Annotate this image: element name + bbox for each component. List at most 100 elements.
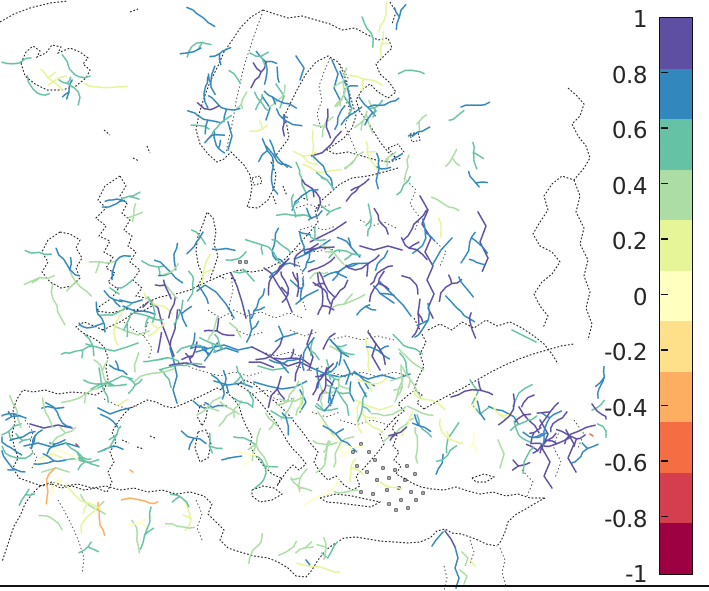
river-segment <box>250 61 267 89</box>
lake-outline <box>409 131 421 143</box>
river-segment <box>383 151 397 163</box>
river-segment <box>309 236 327 242</box>
river-segment <box>356 303 372 316</box>
river-segment <box>123 312 132 331</box>
river-segment <box>185 6 216 28</box>
island <box>393 468 397 472</box>
river-segment <box>350 466 364 476</box>
river-segment <box>249 51 270 58</box>
country-border <box>316 57 331 129</box>
river-segment <box>83 392 87 405</box>
river-segment <box>444 530 456 548</box>
river-segment <box>273 357 311 366</box>
river-segment <box>306 207 313 219</box>
river-segment <box>299 394 302 412</box>
river-segment <box>1 450 26 473</box>
coastline <box>103 129 111 136</box>
river-segment <box>344 444 366 449</box>
river-segment <box>114 398 129 407</box>
river-segment <box>340 106 363 126</box>
river-segment <box>55 247 81 277</box>
river-segment <box>334 105 346 130</box>
river-segment <box>470 236 489 254</box>
river-segment <box>450 388 494 398</box>
river-segment <box>367 331 381 371</box>
colorbar-tick-label: 1 <box>632 7 648 33</box>
river-segment <box>315 543 327 548</box>
river-segment <box>178 308 188 328</box>
river-segment <box>200 253 212 287</box>
river-segment <box>268 358 301 365</box>
coastline <box>197 167 399 287</box>
river-segment <box>113 325 150 336</box>
river-segment <box>50 426 77 446</box>
river-segment <box>65 484 102 510</box>
colorbar <box>659 17 693 575</box>
river-segment <box>397 348 425 371</box>
country-border <box>499 547 507 587</box>
coastline <box>41 231 83 289</box>
river-segment <box>153 284 166 287</box>
river-segment <box>391 153 403 161</box>
river-segment <box>253 454 267 490</box>
river-segment <box>323 250 336 255</box>
river-segment <box>539 419 553 489</box>
river-segment <box>227 121 233 151</box>
river-segment <box>412 388 446 411</box>
river-segment <box>326 541 339 559</box>
island <box>367 450 371 454</box>
river-segment <box>334 428 345 435</box>
river-segment <box>325 108 332 139</box>
river-segment <box>68 268 93 297</box>
river-segment <box>499 413 510 417</box>
river-segment <box>361 405 372 414</box>
river-segment <box>250 320 260 331</box>
river-segment <box>498 393 516 426</box>
river-segment <box>301 151 317 157</box>
river-segment <box>374 250 389 271</box>
river-segment <box>377 282 390 290</box>
river-segment <box>542 410 563 447</box>
river-segment <box>40 68 64 92</box>
river-segment <box>146 295 156 323</box>
coastline <box>413 317 427 391</box>
river-segment <box>291 200 300 208</box>
river-segment <box>221 370 227 390</box>
river-segment <box>162 263 180 276</box>
river-segment <box>294 239 331 260</box>
river-segment <box>113 310 123 346</box>
river-segment <box>103 290 123 303</box>
river-segment <box>24 249 53 256</box>
country-border <box>339 63 358 155</box>
river-segment <box>109 287 120 295</box>
axes-bottom-frame-line <box>0 585 709 587</box>
river-segment <box>497 439 505 469</box>
country-border <box>297 261 307 311</box>
river-segment <box>130 519 141 554</box>
river-segment <box>514 413 532 423</box>
river-segment <box>403 154 410 182</box>
river-segment <box>313 225 316 241</box>
river-segment <box>83 379 115 387</box>
river-segment <box>186 41 212 58</box>
river-segment <box>301 179 322 212</box>
country-border <box>552 429 562 479</box>
river-segment <box>271 238 292 254</box>
river-segment <box>180 305 193 315</box>
river-segment <box>97 375 134 389</box>
river-segment <box>276 66 280 83</box>
river-segment <box>301 336 315 372</box>
country-border <box>339 419 389 426</box>
river-segment <box>202 268 213 274</box>
coastline <box>389 1 397 25</box>
river-segment <box>159 362 203 371</box>
river-segment <box>435 453 444 475</box>
river-segment <box>204 401 213 409</box>
river-segment <box>260 244 264 256</box>
lake-outline <box>387 143 405 159</box>
river-segment <box>232 270 247 274</box>
river-segment <box>59 426 67 434</box>
river-segment <box>128 195 140 200</box>
river-segment <box>379 481 402 490</box>
